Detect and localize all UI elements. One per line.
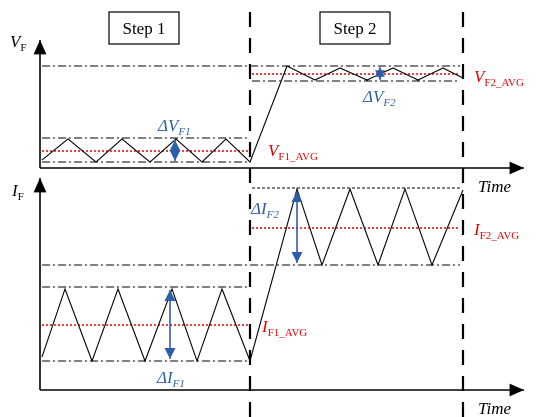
vf-waveform — [41, 65, 464, 163]
dvf2-label: ΔVF2 — [362, 87, 396, 109]
dif1-label: ΔIF1 — [156, 368, 185, 390]
if2-avg-label: IF2_AVG — [473, 220, 519, 242]
if1-avg-label: IF1_AVG — [261, 317, 307, 339]
time-label-top: Time — [478, 177, 512, 196]
if-waveform — [41, 187, 464, 363]
step1-box — [108, 11, 180, 45]
vf2-avg-label: VF2_AVG — [474, 67, 524, 89]
step1-label: Step 1 — [123, 19, 166, 38]
dif2-label: ΔIF2 — [250, 199, 279, 221]
step2-box — [319, 11, 391, 45]
vf-axis-label: VF — [10, 32, 27, 54]
dvf1-label: ΔVF1 — [157, 116, 191, 138]
if-axis-label: IF — [11, 181, 24, 203]
step2-label: Step 2 — [334, 19, 377, 38]
time-label-bottom: Time — [478, 399, 512, 417]
vf1-avg-label: VF1_AVG — [268, 141, 318, 163]
